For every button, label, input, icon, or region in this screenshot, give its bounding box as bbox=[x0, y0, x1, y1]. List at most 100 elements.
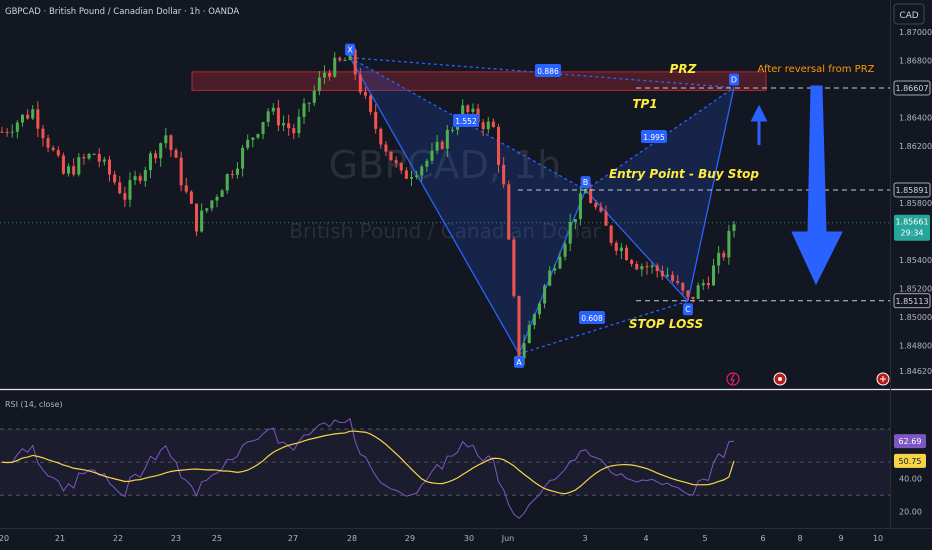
candle-body bbox=[594, 203, 598, 208]
candle-body bbox=[61, 155, 65, 174]
price-tick-label: 1.85400 bbox=[899, 256, 932, 265]
candle-body bbox=[450, 129, 454, 131]
candle-body bbox=[322, 72, 327, 78]
candle-body bbox=[56, 150, 60, 156]
ratio-label: 1.995 bbox=[643, 133, 665, 142]
price-tick-label: 1.86400 bbox=[899, 113, 932, 122]
annotation-label: Entry Point - Buy Stop bbox=[609, 167, 759, 181]
candle-body bbox=[133, 176, 137, 181]
pattern-point-box bbox=[682, 303, 693, 316]
candle-body bbox=[143, 170, 147, 181]
candle-body bbox=[379, 128, 383, 145]
time-tick-label: 6 bbox=[760, 534, 765, 543]
candle-body bbox=[727, 230, 731, 258]
candle-body bbox=[312, 90, 316, 103]
candle-body bbox=[543, 285, 547, 304]
rsi-value-tag bbox=[894, 453, 926, 468]
candle-body bbox=[20, 114, 25, 123]
candle-body bbox=[107, 159, 112, 175]
candle-body bbox=[660, 270, 664, 277]
candle-body bbox=[46, 138, 50, 148]
candle-body bbox=[246, 139, 250, 148]
currency-label: CAD bbox=[899, 11, 918, 21]
candle-body bbox=[241, 147, 245, 169]
pattern-leg bbox=[349, 57, 520, 355]
currency-button[interactable]: CAD bbox=[893, 3, 925, 25]
candle-body bbox=[568, 222, 572, 244]
candle-body bbox=[282, 123, 286, 126]
ratio-box bbox=[579, 311, 605, 324]
candle-body bbox=[435, 141, 439, 151]
time-tick-label: Jun bbox=[501, 534, 515, 543]
candle-body bbox=[26, 114, 30, 119]
ratio-box bbox=[641, 130, 667, 143]
candle-body bbox=[169, 135, 173, 151]
candle-body bbox=[497, 126, 501, 165]
candle-body bbox=[205, 208, 209, 211]
candle-body bbox=[31, 109, 35, 119]
pattern-leg bbox=[687, 87, 735, 302]
candle-body bbox=[77, 157, 81, 175]
rsi-line bbox=[1, 417, 735, 520]
candle-body bbox=[292, 128, 296, 134]
price-axis[interactable]: 1.87000 1.86800 1.86400 1.86200 1.85800 1.854… bbox=[899, 28, 932, 376]
time-tick-label: 28 bbox=[347, 534, 357, 543]
candle-body bbox=[297, 116, 301, 134]
candle-body bbox=[394, 160, 398, 164]
countdown-label: 29:34 bbox=[900, 229, 923, 238]
flash-icon[interactable] bbox=[726, 372, 740, 386]
event-icon[interactable] bbox=[773, 372, 787, 386]
rsi-value-label: 62.69 bbox=[899, 437, 922, 446]
candle-body bbox=[384, 144, 388, 152]
candle-body bbox=[624, 247, 629, 261]
candle-body bbox=[578, 193, 582, 220]
pattern-point-label: C bbox=[685, 305, 691, 314]
candle-body bbox=[614, 242, 618, 251]
candle-body bbox=[445, 130, 449, 149]
time-tick-label: 8 bbox=[797, 534, 802, 543]
candle-body bbox=[440, 141, 444, 149]
candle-body bbox=[10, 131, 14, 133]
candle-body bbox=[404, 170, 408, 179]
time-tick-label: 9 bbox=[838, 534, 843, 543]
rsi-pane: RSI (14, close) 40.00 20.00 62.69 50.75 bbox=[0, 400, 926, 520]
candle-body bbox=[604, 211, 608, 226]
candle-body bbox=[287, 123, 291, 129]
level-tag-box bbox=[893, 80, 931, 96]
candle-body bbox=[333, 57, 337, 77]
annotation-label: TP1 bbox=[632, 97, 657, 111]
flag-event-icon[interactable] bbox=[876, 372, 890, 386]
candle-body bbox=[235, 168, 239, 175]
rsi-title: RSI (14, close) bbox=[5, 400, 63, 409]
candle-body bbox=[317, 77, 321, 91]
candle-body bbox=[635, 263, 639, 270]
candle-body bbox=[276, 107, 280, 126]
time-tick-label: 10 bbox=[873, 534, 883, 543]
pattern-point-box bbox=[514, 355, 525, 368]
candle-body bbox=[609, 225, 613, 243]
candles bbox=[0, 45, 736, 366]
candle-body bbox=[148, 153, 152, 171]
time-tick-label: 5 bbox=[702, 534, 707, 543]
time-axis[interactable]: 20 21 22 23 25 27 28 29 30 Jun 3 4 5 6 8 9 10 bbox=[0, 534, 883, 543]
time-tick-label: 4 bbox=[643, 534, 648, 543]
annotation-label: After reversal from PRZ bbox=[758, 64, 875, 75]
ratio-label: 0.886 bbox=[537, 67, 559, 76]
candle-body bbox=[481, 122, 485, 130]
time-tick-label: 3 bbox=[582, 534, 587, 543]
annotation-label: PRZ bbox=[670, 62, 697, 76]
price-tick-label: 1.86200 bbox=[899, 142, 932, 151]
rsi-tick-label: 20.00 bbox=[899, 508, 922, 517]
time-tick-label: 27 bbox=[288, 534, 298, 543]
pattern-triangle-bcd bbox=[585, 87, 734, 302]
candle-body bbox=[640, 266, 644, 270]
candle-body bbox=[179, 157, 183, 186]
pattern-point-label: X bbox=[347, 46, 353, 55]
time-tick-label: 21 bbox=[55, 534, 65, 543]
pattern-point-box bbox=[729, 73, 739, 86]
watermark-ticker: GBPCAD, 1h bbox=[329, 143, 562, 187]
candle-body bbox=[210, 200, 214, 209]
harmonic-pattern[interactable] bbox=[349, 56, 735, 355]
candle-body bbox=[558, 256, 562, 269]
